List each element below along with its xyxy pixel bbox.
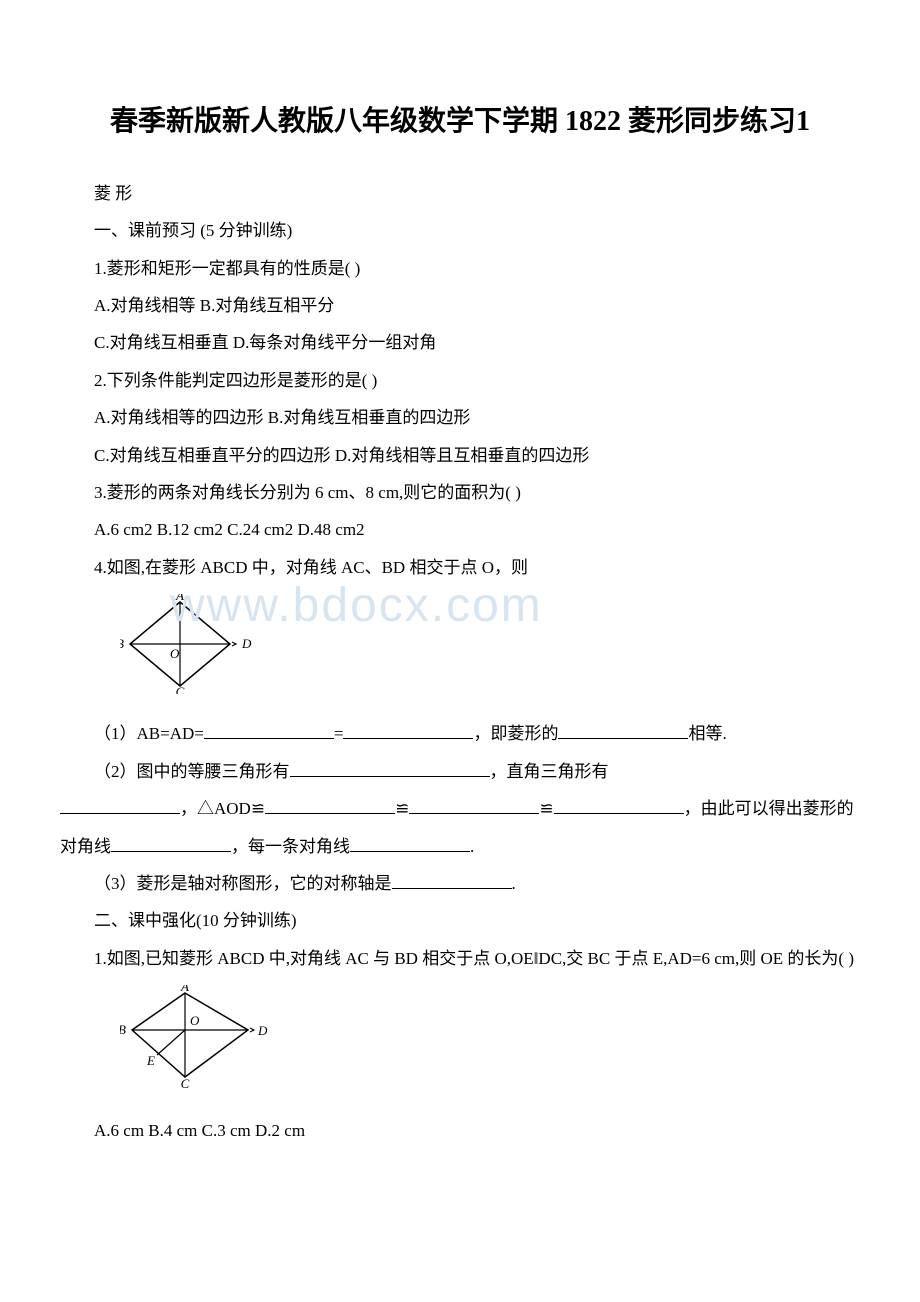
q4-1-a: （1）AB=AD= [94,724,204,743]
rhombus-diagram-1: A B C D O [120,594,860,707]
label-C: C [176,684,185,694]
question-4: 4.如图,在菱形 ABCD 中，对角线 AC、BD 相交于点 O，则 [60,549,860,586]
q4-2-d: ≌ [395,799,409,818]
q4-2-h: . [470,837,474,856]
question-2-opts-cd: C.对角线互相垂直平分的四边形 D.对角线相等且互相垂直的四边形 [60,437,860,474]
question-2-opts-ab: A.对角线相等的四边形 B.对角线互相垂直的四边形 [60,399,860,436]
q4-2-g: ，每一条对角线 [231,837,350,856]
question-4-1: （1）AB=AD= = ，即菱形的 相等. [60,715,860,752]
question-3-opts: A.6 cm2 B.12 cm2 C.24 cm2 D.48 cm2 [60,511,860,548]
q4-3-a: （3）菱形是轴对称图形，它的对称轴是 [94,874,392,893]
blank [343,721,473,739]
blank [558,721,688,739]
q4-2-a: （2）图中的等腰三角形有 [94,762,290,781]
section-heading-2: 二、课中强化(10 分钟训练) [60,902,860,939]
question-4-2: （2）图中的等腰三角形有，直角三角形有 ，△AOD≌≌≌，由此可以得出菱形的对角… [60,753,860,865]
blank [204,721,334,739]
q4-1-b: = [334,724,344,743]
question-1-opts-cd: C.对角线互相垂直 D.每条对角线平分一组对角 [60,324,860,361]
blank [350,834,470,852]
question-4-3: （3）菱形是轴对称图形，它的对称轴是. [60,865,860,902]
doc-title: 春季新版新人教版八年级数学下学期 1822 菱形同步练习1 [60,100,860,145]
label-B: B [120,1022,126,1037]
q4-3-b: . [512,874,516,893]
blank [111,834,231,852]
question-1-opts-ab: A.对角线相等 B.对角线互相平分 [60,287,860,324]
blank [290,759,490,777]
rhombus-diagram-2: A B C D O E [120,985,860,1103]
q4-2-b: ，直角三角形有 [490,762,609,781]
label-D: D [257,1023,268,1038]
label-B: B [120,636,124,651]
blank [60,796,180,814]
blank [409,796,539,814]
question-2: 2.下列条件能判定四边形是菱形的是( ) [60,362,860,399]
question-3: 3.菱形的两条对角线长分别为 6 cm、8 cm,则它的面积为( ) [60,474,860,511]
label-O: O [190,1013,200,1028]
label-A: A [175,594,184,603]
blank [392,871,512,889]
label-E: E [146,1053,155,1068]
label-A: A [180,985,189,994]
label-O: O [170,646,180,661]
q4-1-d: 相等. [688,724,726,743]
section-label: 菱 形 [60,175,860,212]
label-C: C [181,1076,190,1090]
question-1: 1.菱形和矩形一定都具有的性质是( ) [60,250,860,287]
q4-2-e: ≌ [539,799,553,818]
label-D: D [241,636,252,651]
blank [265,796,395,814]
question-ii-1-opts: A.6 cm B.4 cm C.3 cm D.2 cm [60,1112,860,1149]
q4-2-c: ，△AOD≌ [180,799,265,818]
q4-1-c: ，即菱形的 [473,724,558,743]
blank [554,796,684,814]
section-heading: 一、课前预习 (5 分钟训练) [60,212,860,249]
question-ii-1: 1.如图,已知菱形 ABCD 中,对角线 AC 与 BD 相交于点 O,OE‖D… [60,940,860,977]
